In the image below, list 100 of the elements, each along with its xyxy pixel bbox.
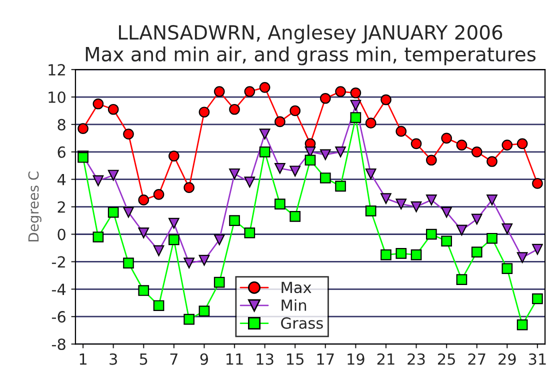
point — [229, 168, 240, 180]
point — [486, 232, 498, 244]
point — [214, 276, 225, 288]
point — [410, 138, 422, 150]
x-tick-label: 11 — [226, 354, 243, 365]
point — [78, 123, 88, 134]
chart-title: LLANSADWRN, Anglesey JANUARY 2006 Max and min air, and grass min, temperatures — [86, 24, 536, 66]
point — [441, 236, 452, 247]
y-tick-label: 10 — [48, 91, 66, 104]
point — [396, 248, 407, 259]
point — [92, 175, 104, 186]
point — [471, 214, 482, 225]
point — [92, 98, 104, 110]
point — [365, 168, 376, 180]
point — [198, 306, 210, 317]
point — [244, 86, 256, 97]
point — [274, 116, 286, 128]
point — [441, 132, 452, 144]
y-tick-label: 6 — [58, 146, 66, 158]
point — [532, 244, 543, 255]
x-tick-label: 23 — [408, 353, 425, 365]
point — [365, 206, 376, 216]
point — [335, 146, 346, 158]
point — [471, 246, 482, 258]
point — [471, 146, 482, 158]
point — [274, 198, 286, 210]
point — [198, 254, 210, 266]
y-tick-label: -4 — [52, 284, 66, 295]
point — [229, 104, 240, 115]
x-tick-label: 3 — [110, 353, 117, 365]
point — [380, 94, 392, 106]
point — [486, 194, 498, 206]
point — [380, 249, 392, 260]
point — [380, 193, 392, 204]
legend-label: Max — [282, 282, 312, 294]
point — [456, 274, 468, 285]
point — [456, 140, 468, 150]
x-tick-label: 15 — [287, 354, 304, 365]
point — [290, 210, 301, 222]
y-tick-label: -2 — [52, 256, 65, 268]
point — [184, 258, 194, 268]
x-tick-label: 31 — [528, 353, 546, 365]
x-tick-label: 9 — [200, 353, 208, 365]
point — [350, 87, 362, 98]
point — [290, 166, 301, 177]
point — [274, 162, 286, 174]
point — [229, 215, 240, 226]
point — [198, 106, 210, 118]
point — [532, 293, 543, 304]
point — [214, 86, 225, 97]
x-tick-label: 5 — [140, 354, 148, 365]
point — [365, 118, 376, 128]
point — [426, 194, 437, 206]
point — [441, 206, 452, 218]
point — [426, 228, 437, 240]
point — [259, 82, 270, 93]
point — [153, 300, 164, 312]
point — [335, 86, 346, 97]
x-tick-label: 17 — [317, 354, 334, 365]
point — [153, 245, 164, 256]
y-tick-label: -6 — [52, 311, 66, 323]
point — [108, 170, 119, 181]
point — [153, 189, 164, 200]
point — [426, 154, 437, 166]
point — [486, 156, 498, 167]
x-tick-label: 7 — [170, 354, 178, 365]
point — [108, 104, 119, 115]
point — [168, 234, 180, 246]
point — [320, 172, 331, 184]
point — [502, 223, 513, 234]
point — [244, 176, 256, 188]
y-tick-label: -8 — [52, 338, 66, 350]
x-tick-label: 25 — [438, 353, 455, 365]
legend-label: Grass — [281, 317, 323, 329]
point — [516, 252, 528, 263]
point — [184, 314, 194, 325]
point — [320, 149, 331, 160]
point — [350, 100, 362, 111]
point — [335, 180, 346, 192]
point — [259, 128, 270, 140]
point — [92, 232, 104, 242]
point — [516, 319, 528, 330]
point — [138, 227, 150, 238]
point — [184, 182, 194, 193]
y-tick-label: 2 — [58, 201, 65, 213]
point — [410, 201, 422, 212]
x-tick-label: 21 — [377, 353, 394, 365]
point — [516, 138, 528, 150]
x-tick-label: 13 — [256, 353, 274, 365]
point — [108, 206, 119, 218]
point — [396, 198, 407, 210]
point — [532, 178, 543, 189]
point — [244, 227, 256, 238]
point — [138, 285, 150, 296]
point — [502, 140, 513, 150]
point — [168, 150, 180, 162]
point — [350, 112, 362, 124]
legend-label: Min — [282, 299, 306, 311]
y-tick-label: 8 — [58, 118, 66, 130]
y-axis-title: Degrees C — [28, 172, 42, 242]
